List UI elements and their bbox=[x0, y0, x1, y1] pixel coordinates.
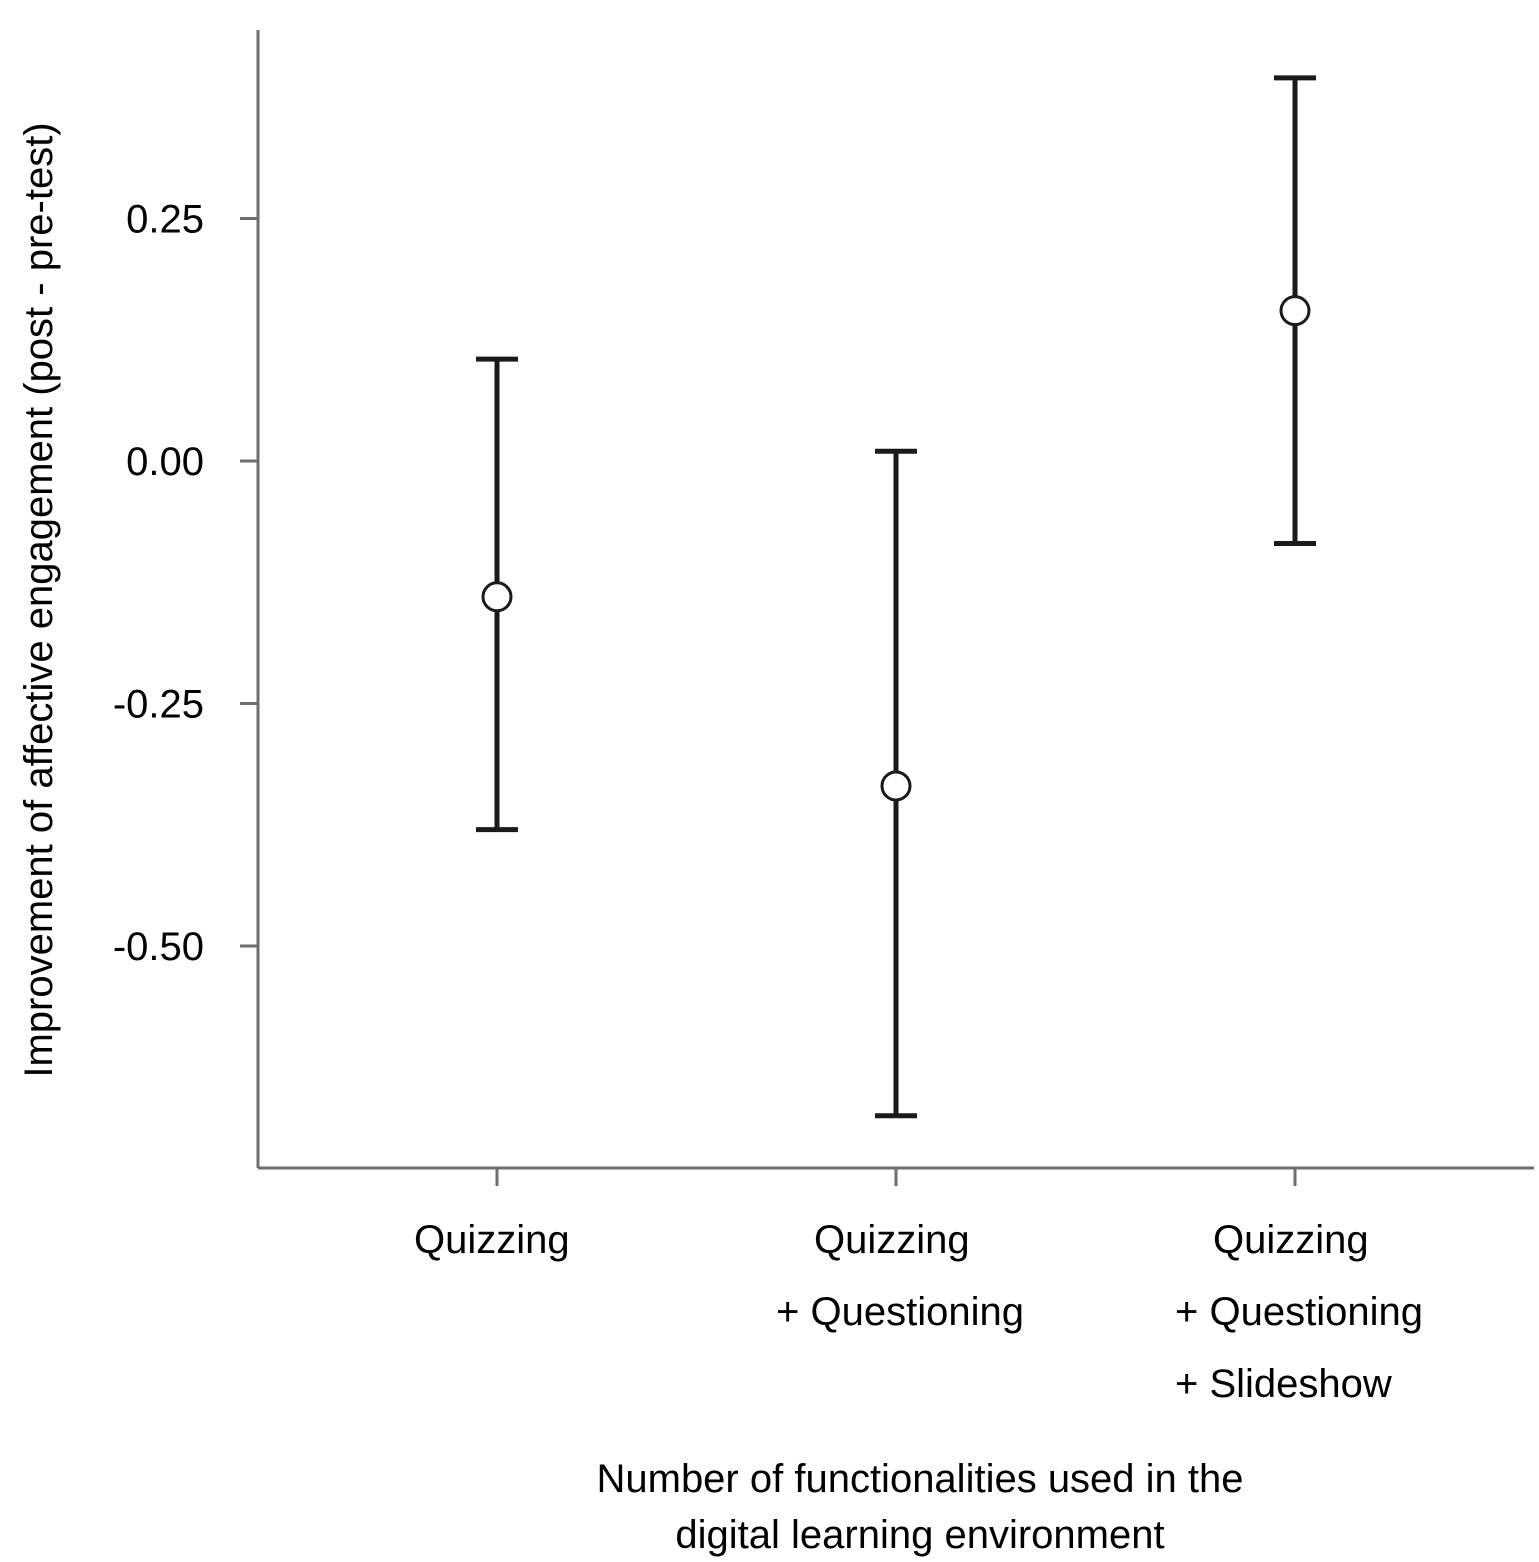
error-bars bbox=[476, 78, 1316, 1116]
x-axis-title-line: Number of functionalities used in the bbox=[596, 1457, 1243, 1501]
x-tick-label: Quizzing bbox=[414, 1218, 570, 1262]
x-tick-label-line: Quizzing bbox=[1213, 1218, 1369, 1262]
x-tick-label-line: + Questioning bbox=[1175, 1290, 1423, 1334]
x-tick-label-line: + Questioning bbox=[776, 1290, 1024, 1334]
x-ticks: Quizzing Quizzing + Questioning Quizzing + Q… bbox=[414, 1168, 1423, 1406]
x-axis-title-line: digital learning environment bbox=[675, 1513, 1164, 1557]
x-tick-label: Quizzing + Questioning bbox=[776, 1218, 1024, 1334]
y-tick-label: -0.25 bbox=[113, 683, 204, 727]
x-tick-label-line: Quizzing bbox=[414, 1218, 570, 1262]
x-axis-title: Number of functionalities used in the dig… bbox=[596, 1457, 1243, 1557]
y-ticks: 0.25 0.00 -0.25 -0.50 bbox=[113, 198, 258, 970]
y-tick-label: -0.50 bbox=[113, 925, 204, 969]
mean-point bbox=[1281, 297, 1309, 325]
x-tick-label-line: + Slideshow bbox=[1175, 1362, 1392, 1406]
y-tick-label: 0.00 bbox=[126, 440, 204, 484]
y-axis-title: Improvement of affective engagement (pos… bbox=[17, 122, 61, 1077]
y-tick-label: 0.25 bbox=[126, 198, 204, 242]
x-tick-label: Quizzing + Questioning + Slideshow bbox=[1175, 1218, 1423, 1406]
x-tick-label-line: Quizzing bbox=[814, 1218, 970, 1262]
mean-point bbox=[483, 583, 511, 611]
mean-point bbox=[882, 772, 910, 800]
